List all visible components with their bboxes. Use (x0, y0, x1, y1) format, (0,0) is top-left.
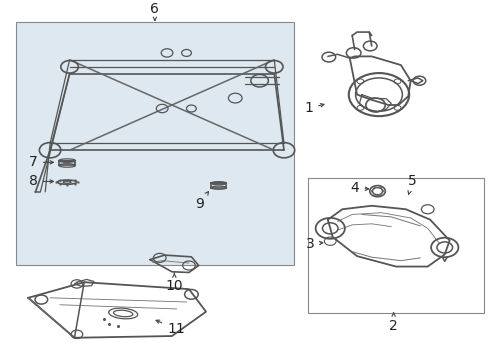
Text: 5: 5 (408, 174, 417, 194)
Text: 1: 1 (304, 102, 324, 116)
Text: 7: 7 (29, 156, 53, 169)
Bar (16, 22, 294, 265)
Bar (308, 178, 484, 314)
Text: 10: 10 (166, 273, 183, 293)
Text: 4: 4 (351, 181, 368, 195)
Text: 3: 3 (306, 237, 323, 251)
Text: 11: 11 (156, 320, 185, 336)
Text: 2: 2 (389, 313, 398, 333)
Text: 9: 9 (195, 192, 209, 211)
Text: 6: 6 (150, 3, 159, 21)
Text: 8: 8 (29, 175, 53, 188)
